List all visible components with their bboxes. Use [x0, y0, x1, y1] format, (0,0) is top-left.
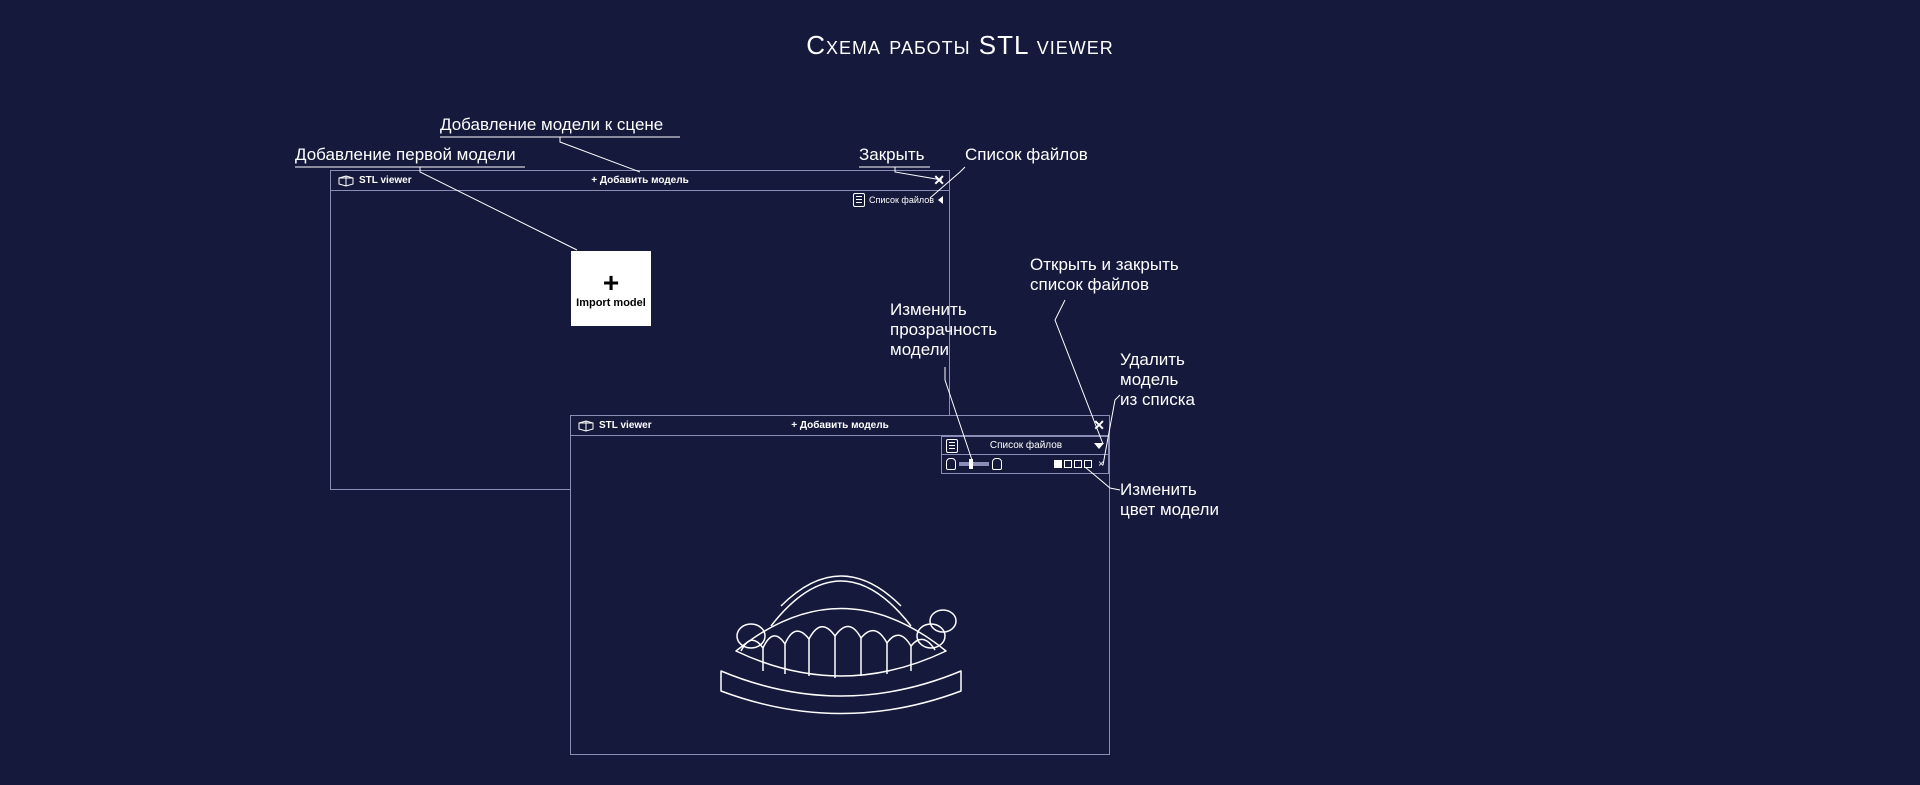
cube-3d-icon [577, 420, 595, 432]
callout-file-list: Список файлов [965, 145, 1088, 165]
app-title: STL viewer [599, 420, 652, 431]
callout-add-to-scene: Добавление модели к сцене [440, 115, 663, 135]
tooth-icon [992, 458, 1002, 470]
opacity-slider[interactable] [959, 462, 989, 466]
add-model-button[interactable]: + Добавить модель [591, 175, 688, 186]
tooth-icon [946, 458, 956, 470]
callout-close: Закрыть [859, 145, 924, 165]
cube-3d-icon [337, 175, 355, 187]
jaw-model-illustration [681, 476, 1001, 726]
file-list-header: Список файлов [942, 437, 1108, 455]
callout-change-opacity: Изменить прозрачность модели [890, 300, 997, 360]
close-button[interactable]: ✕ [933, 172, 945, 189]
titlebar: STL viewer + Добавить модель ✕ [571, 416, 1109, 436]
color-picker[interactable] [1054, 460, 1092, 468]
page-title: Схема работы STL viewer [806, 30, 1114, 61]
remove-file-button[interactable]: × [1098, 459, 1104, 470]
file-list-label: Список файлов [869, 195, 934, 205]
dropdown-toggle-icon[interactable] [1094, 443, 1104, 449]
callout-delete-model: Удалить модель из списка [1120, 350, 1195, 410]
callout-add-first-model: Добавление первой модели [295, 145, 516, 165]
file-list-row: × [942, 455, 1108, 473]
color-swatch[interactable] [1074, 460, 1082, 468]
plus-icon: + [603, 269, 619, 297]
add-model-button[interactable]: + Добавить модель [791, 420, 888, 431]
close-button[interactable]: ✕ [1093, 417, 1105, 434]
file-list-title: Список файлов [964, 440, 1088, 451]
app-logo: STL viewer [337, 175, 412, 187]
stl-viewer-window-model: STL viewer + Добавить модель ✕ Список фа… [570, 415, 1110, 755]
app-title: STL viewer [359, 175, 412, 186]
callout-change-color: Изменить цвет модели [1120, 480, 1219, 520]
color-swatch[interactable] [1084, 460, 1092, 468]
color-swatch[interactable] [1054, 460, 1062, 468]
file-list-icon [946, 439, 958, 453]
import-label: Import model [576, 297, 646, 309]
file-list-icon [853, 193, 865, 207]
callout-open-close-list: Открыть и закрыть список файлов [1030, 255, 1179, 295]
titlebar: STL viewer + Добавить модель ✕ [331, 171, 949, 191]
color-swatch[interactable] [1064, 460, 1072, 468]
import-model-button[interactable]: + Import model [571, 251, 651, 326]
expand-left-icon [938, 196, 943, 204]
app-logo: STL viewer [577, 420, 652, 432]
file-list-collapsed[interactable]: Список файлов [847, 191, 949, 209]
file-list-panel: Список файлов × [941, 436, 1109, 474]
